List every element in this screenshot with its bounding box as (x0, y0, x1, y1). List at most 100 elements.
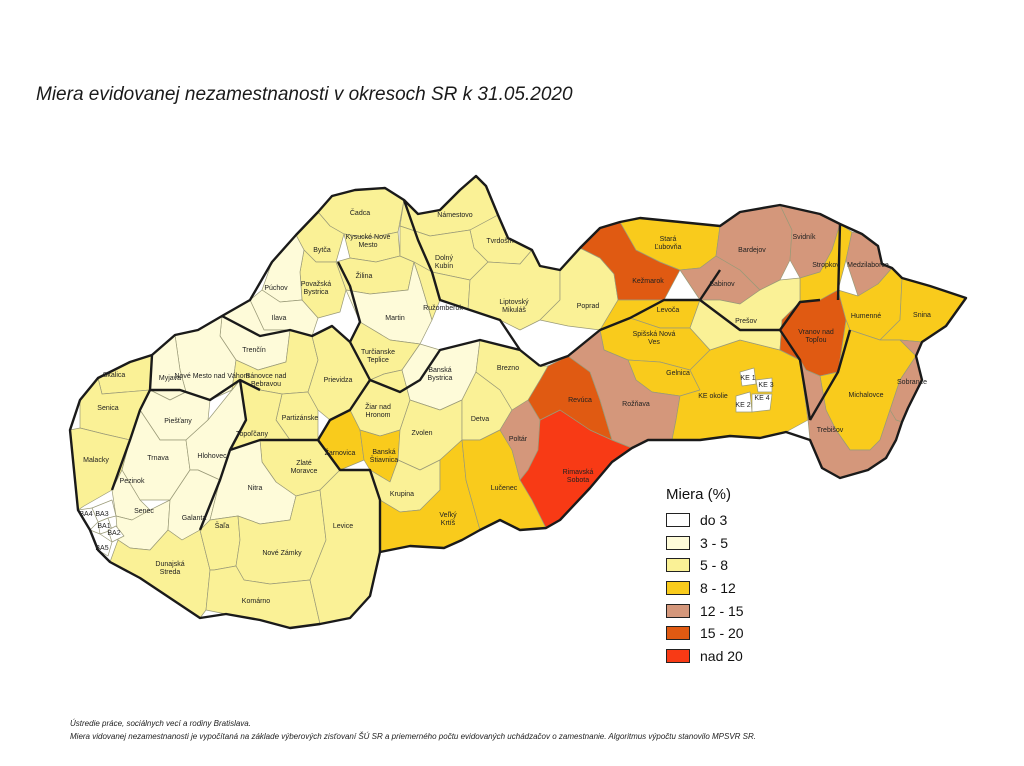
legend-label: do 3 (700, 512, 728, 529)
district-label: Dolný Kubín (435, 255, 454, 270)
district-label: Medzilaborce (847, 262, 889, 269)
district-label: Hlohovec (197, 453, 227, 460)
district-label: Zvolen (411, 430, 432, 437)
district-label: Stropkov (812, 262, 840, 269)
footer-note: Miera vidovanej nezamestnanosti je vypoč… (70, 732, 756, 741)
footer: Ústredie práce, sociálnych vecí a rodiny… (70, 717, 756, 743)
district-label: KE 4 (754, 395, 769, 402)
legend-item: 12 - 15 (666, 599, 806, 622)
district-label: BA4 (79, 511, 92, 518)
district-label: Kežmarok (632, 278, 664, 285)
district-label: Senica (97, 405, 119, 412)
legend-label: 3 - 5 (700, 534, 729, 551)
district-label: Prievidza (324, 377, 353, 384)
district-label: Senec (134, 508, 154, 515)
district-label: Sobrance (897, 379, 927, 386)
district-label: Topoľčany (236, 431, 269, 438)
district-label: Považská Bystrica (301, 281, 331, 296)
district-area (107, 525, 125, 543)
district-label: Svidník (793, 234, 816, 241)
district-label: Trenčín (242, 347, 266, 354)
legend: Miera (%) do 3 3 - 5 5 - 8 8 - 12 12 - 15 15 … (666, 486, 806, 667)
district-label: Levoča (657, 307, 680, 314)
country-border (68, 174, 968, 630)
district-label: Kysucké Nové Mesto (346, 234, 391, 249)
district-label: Piešťany (164, 418, 192, 425)
legend-item: nad 20 (666, 645, 806, 668)
district-label: BA3 (95, 511, 108, 518)
district-label: Bardejov (738, 247, 766, 254)
district-label: Veľký Krtíš (439, 512, 457, 527)
district-label: Humenné (851, 313, 881, 320)
legend-swatch (666, 513, 690, 528)
district-label: Šaľa (215, 521, 230, 530)
footer-source: Ústredie práce, sociálnych vecí a rodiny… (70, 719, 251, 728)
district-label: Snina (913, 312, 931, 319)
district-label: Púchov (264, 285, 288, 292)
district-label: Krupina (390, 491, 414, 498)
legend-item: 3 - 5 (666, 532, 806, 555)
district-label: Lučenec (491, 485, 518, 492)
district-label: KE okolie (698, 393, 728, 400)
legend-swatch (666, 581, 690, 596)
district-label: Banská Bystrica (428, 367, 453, 382)
district-label: Bytča (313, 247, 331, 254)
district-label: Turčianske Teplice (361, 349, 395, 364)
district-label: Poprad (577, 303, 600, 310)
district-label: Pezinok (120, 478, 145, 485)
district-label: Detva (471, 416, 489, 423)
district-label: Trebišov (817, 427, 844, 434)
district-label: Žiar nad Hronom (365, 402, 391, 419)
district-label: Spišská Nová Ves (633, 331, 676, 346)
legend-title: Miera (%) (666, 486, 732, 503)
legend-swatch (666, 535, 690, 550)
legend-label: 5 - 8 (700, 557, 729, 574)
district-label: Nitra (248, 485, 263, 492)
district-label: Nové Mesto nad Váhom (174, 373, 249, 380)
district-label: Malacky (83, 457, 109, 464)
district-label: Sabinov (709, 281, 735, 288)
district-label: Martin (385, 315, 405, 322)
district-label: Zlaté Moravce (291, 460, 318, 475)
district-label: Námestovo (437, 212, 473, 219)
district-label: Skalica (103, 372, 126, 379)
legend-swatch (666, 626, 690, 641)
district-label: Michalovce (848, 392, 883, 399)
district-label: Revúca (568, 397, 592, 404)
legend-swatch (666, 648, 690, 663)
district-label: KE 2 (735, 402, 750, 409)
district-label: Banská Štiavnica (370, 449, 399, 464)
legend-label: 15 - 20 (700, 625, 744, 642)
district-label: Rimavská Sobota (563, 469, 594, 484)
district-label: Liptovský Mikuláš (499, 299, 529, 314)
district-label: KE 1 (740, 375, 755, 382)
district-label: KE 3 (758, 382, 773, 389)
district-label: Čadca (350, 208, 370, 217)
district-label: Stará Ľubovňa (655, 236, 682, 251)
map-title: Miera evidovanej nezamestnanosti v okres… (36, 84, 573, 105)
district-label: Ružomberok (423, 305, 463, 312)
district-label: Prešov (735, 318, 757, 325)
district-label: BA5 (95, 545, 108, 552)
district-label: BA2 (107, 530, 120, 537)
district-label: Levice (333, 523, 353, 530)
district-label: Brezno (497, 365, 519, 372)
district-label: Bánovce nad Bebravou (246, 373, 287, 388)
district-label: BA1 (97, 523, 110, 530)
legend-swatch (666, 558, 690, 573)
district-label: Galanta (182, 515, 207, 522)
district-label: Trnava (147, 455, 169, 462)
district-label: Rožňava (622, 401, 650, 408)
district-area (751, 393, 773, 413)
district-label: Partizánske (282, 415, 319, 422)
legend-label: 12 - 15 (700, 602, 744, 619)
district-label: Dunajská Streda (155, 561, 184, 576)
legend-swatch (666, 603, 690, 618)
district-label: Žilina (356, 271, 373, 280)
district-label: Ilava (272, 315, 287, 322)
district-label: Poltár (509, 436, 528, 443)
district-area (335, 255, 415, 295)
district-label: Myjava (159, 375, 181, 382)
legend-item: 8 - 12 (666, 577, 806, 600)
